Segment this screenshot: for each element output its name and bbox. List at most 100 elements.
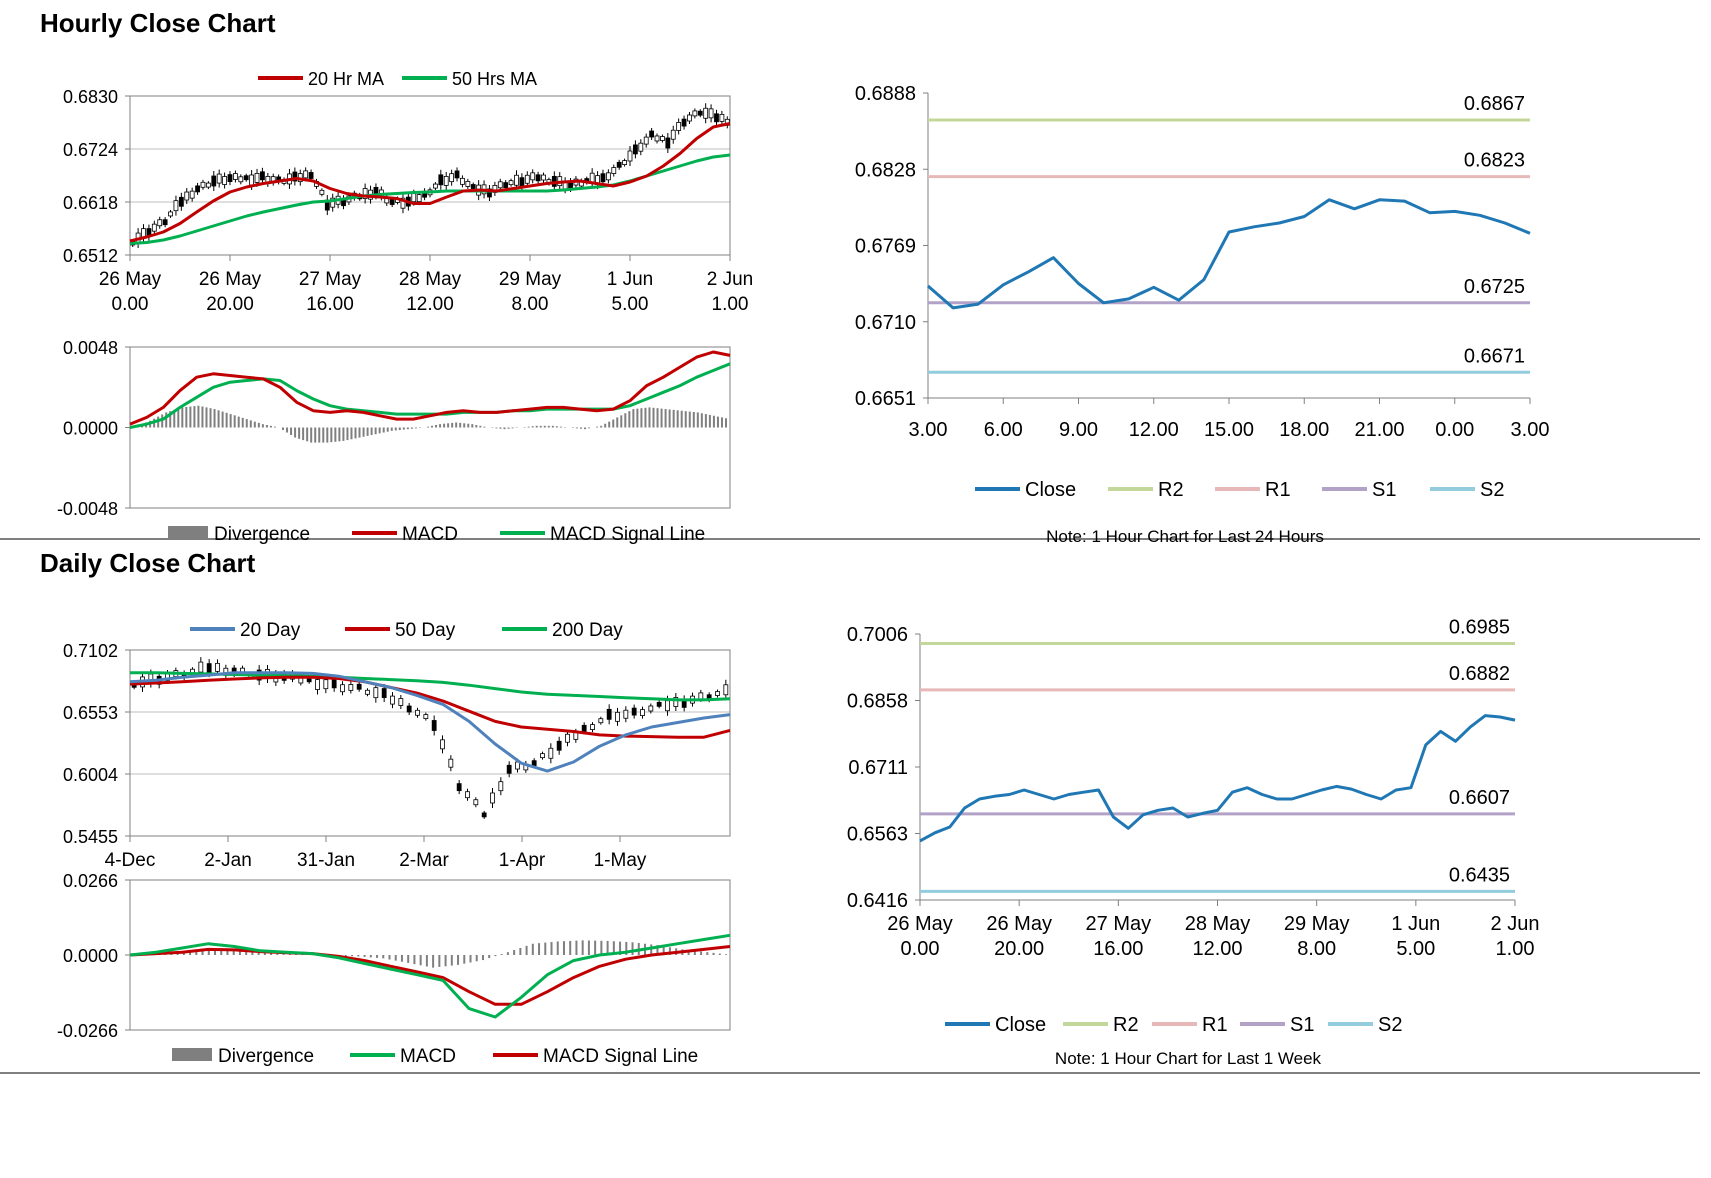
chart-note: Note: 1 Hour Chart for Last 24 Hours (1046, 527, 1324, 546)
price-candle-body (487, 188, 492, 198)
price-candle-body (665, 700, 670, 712)
price-candle-body (162, 219, 168, 226)
price-candle-body (519, 177, 525, 188)
x-tick-label: 20.00 (994, 938, 1044, 960)
price-candle-body (260, 171, 265, 181)
price-candle-body (600, 173, 606, 183)
price-candle-body (506, 764, 512, 774)
price-candle-body (315, 679, 320, 690)
y-tick-label: 0.6858 (847, 691, 908, 713)
price-candle-body (400, 197, 406, 209)
legend-label: 50 Hrs MA (452, 69, 537, 89)
price-candle-body (715, 691, 720, 696)
x-tick-label: 6.00 (984, 419, 1023, 441)
price-candle-body (703, 107, 709, 119)
plot-frame (129, 879, 731, 1031)
chart-note: Note: 1 Hour Chart for Last 1 Week (1055, 1049, 1322, 1068)
series-line-20day (129, 671, 731, 773)
price-candle-body (681, 118, 687, 127)
x-tick-label: 1.00 (1496, 938, 1535, 960)
y-tick-label: 0.6724 (63, 140, 118, 160)
price-candle-body (548, 747, 554, 759)
series-line-50hr-ma (129, 153, 731, 245)
price-candle-body (151, 223, 157, 232)
legend-swatch (172, 1048, 212, 1061)
x-tick-label: 2-Mar (399, 850, 449, 871)
x-tick-label: 20.00 (206, 294, 254, 315)
price-candle-body (390, 695, 395, 705)
series-line-macd (129, 350, 731, 426)
price-candle-body (622, 160, 627, 165)
legend-label: MACD Signal Line (550, 524, 705, 545)
price-candle-body (331, 679, 337, 689)
y-tick-label: 0.6769 (855, 236, 916, 258)
section-title-daily: Daily Close Chart (40, 548, 256, 578)
legend-label: R2 (1158, 479, 1184, 501)
legend-label: S1 (1372, 479, 1396, 501)
x-tick-label: 1-May (594, 850, 647, 871)
plot-frame (129, 649, 731, 837)
x-tick-label: 12.00 (1129, 419, 1179, 441)
price-candle-body (673, 697, 679, 707)
legend-swatch (168, 526, 208, 539)
price-candle-body (323, 679, 329, 690)
x-tick-label: 27 May (299, 269, 362, 290)
y-tick-label: -0.0266 (57, 1021, 118, 1041)
x-tick-label: 26 May (887, 913, 953, 935)
price-candle-body (465, 791, 470, 799)
x-tick-label: 21.00 (1354, 419, 1404, 441)
legend-label: S2 (1378, 1014, 1402, 1036)
price-candle-body (184, 191, 190, 201)
series-line-macd (129, 933, 731, 1019)
x-tick-label: 0.00 (901, 938, 940, 960)
level-label-s1: 0.6725 (1464, 276, 1525, 298)
price-candle-body (623, 709, 629, 719)
series-line-macd-signal (129, 362, 731, 429)
price-candle-body (438, 174, 444, 186)
price-candle-body (490, 792, 495, 804)
level-label-s1: 0.6607 (1449, 787, 1510, 809)
x-tick-label: 2 Jun (707, 269, 753, 290)
price-candle-body (211, 175, 217, 187)
price-candle-body (373, 687, 379, 699)
x-tick-label: 9.00 (1059, 419, 1098, 441)
level-label-r1: 0.6823 (1464, 150, 1525, 172)
price-candle-body (206, 663, 212, 673)
price-candle-body (708, 108, 714, 119)
price-candle-body (643, 136, 649, 145)
price-candle-body (481, 812, 487, 818)
legend-label: Close (995, 1014, 1046, 1036)
price-candle-body (348, 684, 354, 691)
y-tick-label: -0.0048 (57, 499, 118, 519)
price-candle-body (556, 740, 562, 751)
price-candle-body (460, 177, 465, 185)
price-candle-body (205, 182, 211, 188)
price-candle-body (238, 176, 244, 183)
y-tick-label: 0.6004 (63, 765, 118, 785)
x-tick-label: 28 May (399, 269, 462, 290)
legend-label: MACD (402, 524, 458, 545)
series-line-close (927, 198, 1531, 310)
price-candle-body (465, 181, 471, 187)
price-candle-body (389, 199, 395, 205)
price-candle-body (631, 707, 637, 716)
price-candle-body (648, 705, 654, 712)
x-tick-label: 31-Jan (297, 850, 355, 871)
x-tick-label: 2-Jan (204, 850, 252, 871)
x-tick-label: 18.00 (1279, 419, 1329, 441)
price-candle-body (227, 174, 233, 183)
price-candle-body (530, 172, 536, 181)
price-candle-body (215, 662, 220, 672)
price-candle-body (319, 189, 325, 195)
price-candle-body (433, 183, 438, 189)
price-candle-body (723, 684, 729, 696)
x-tick-label: 0.00 (112, 294, 149, 315)
price-candle-body (416, 194, 422, 203)
price-candle-body (638, 142, 644, 152)
legend-label: 20 Day (240, 620, 301, 641)
price-candle-body (362, 188, 368, 199)
y-tick-label: 0.6710 (855, 312, 916, 334)
price-candle-body (697, 110, 703, 116)
y-tick-label: 0.0266 (63, 871, 118, 891)
price-candle-body (423, 714, 429, 719)
